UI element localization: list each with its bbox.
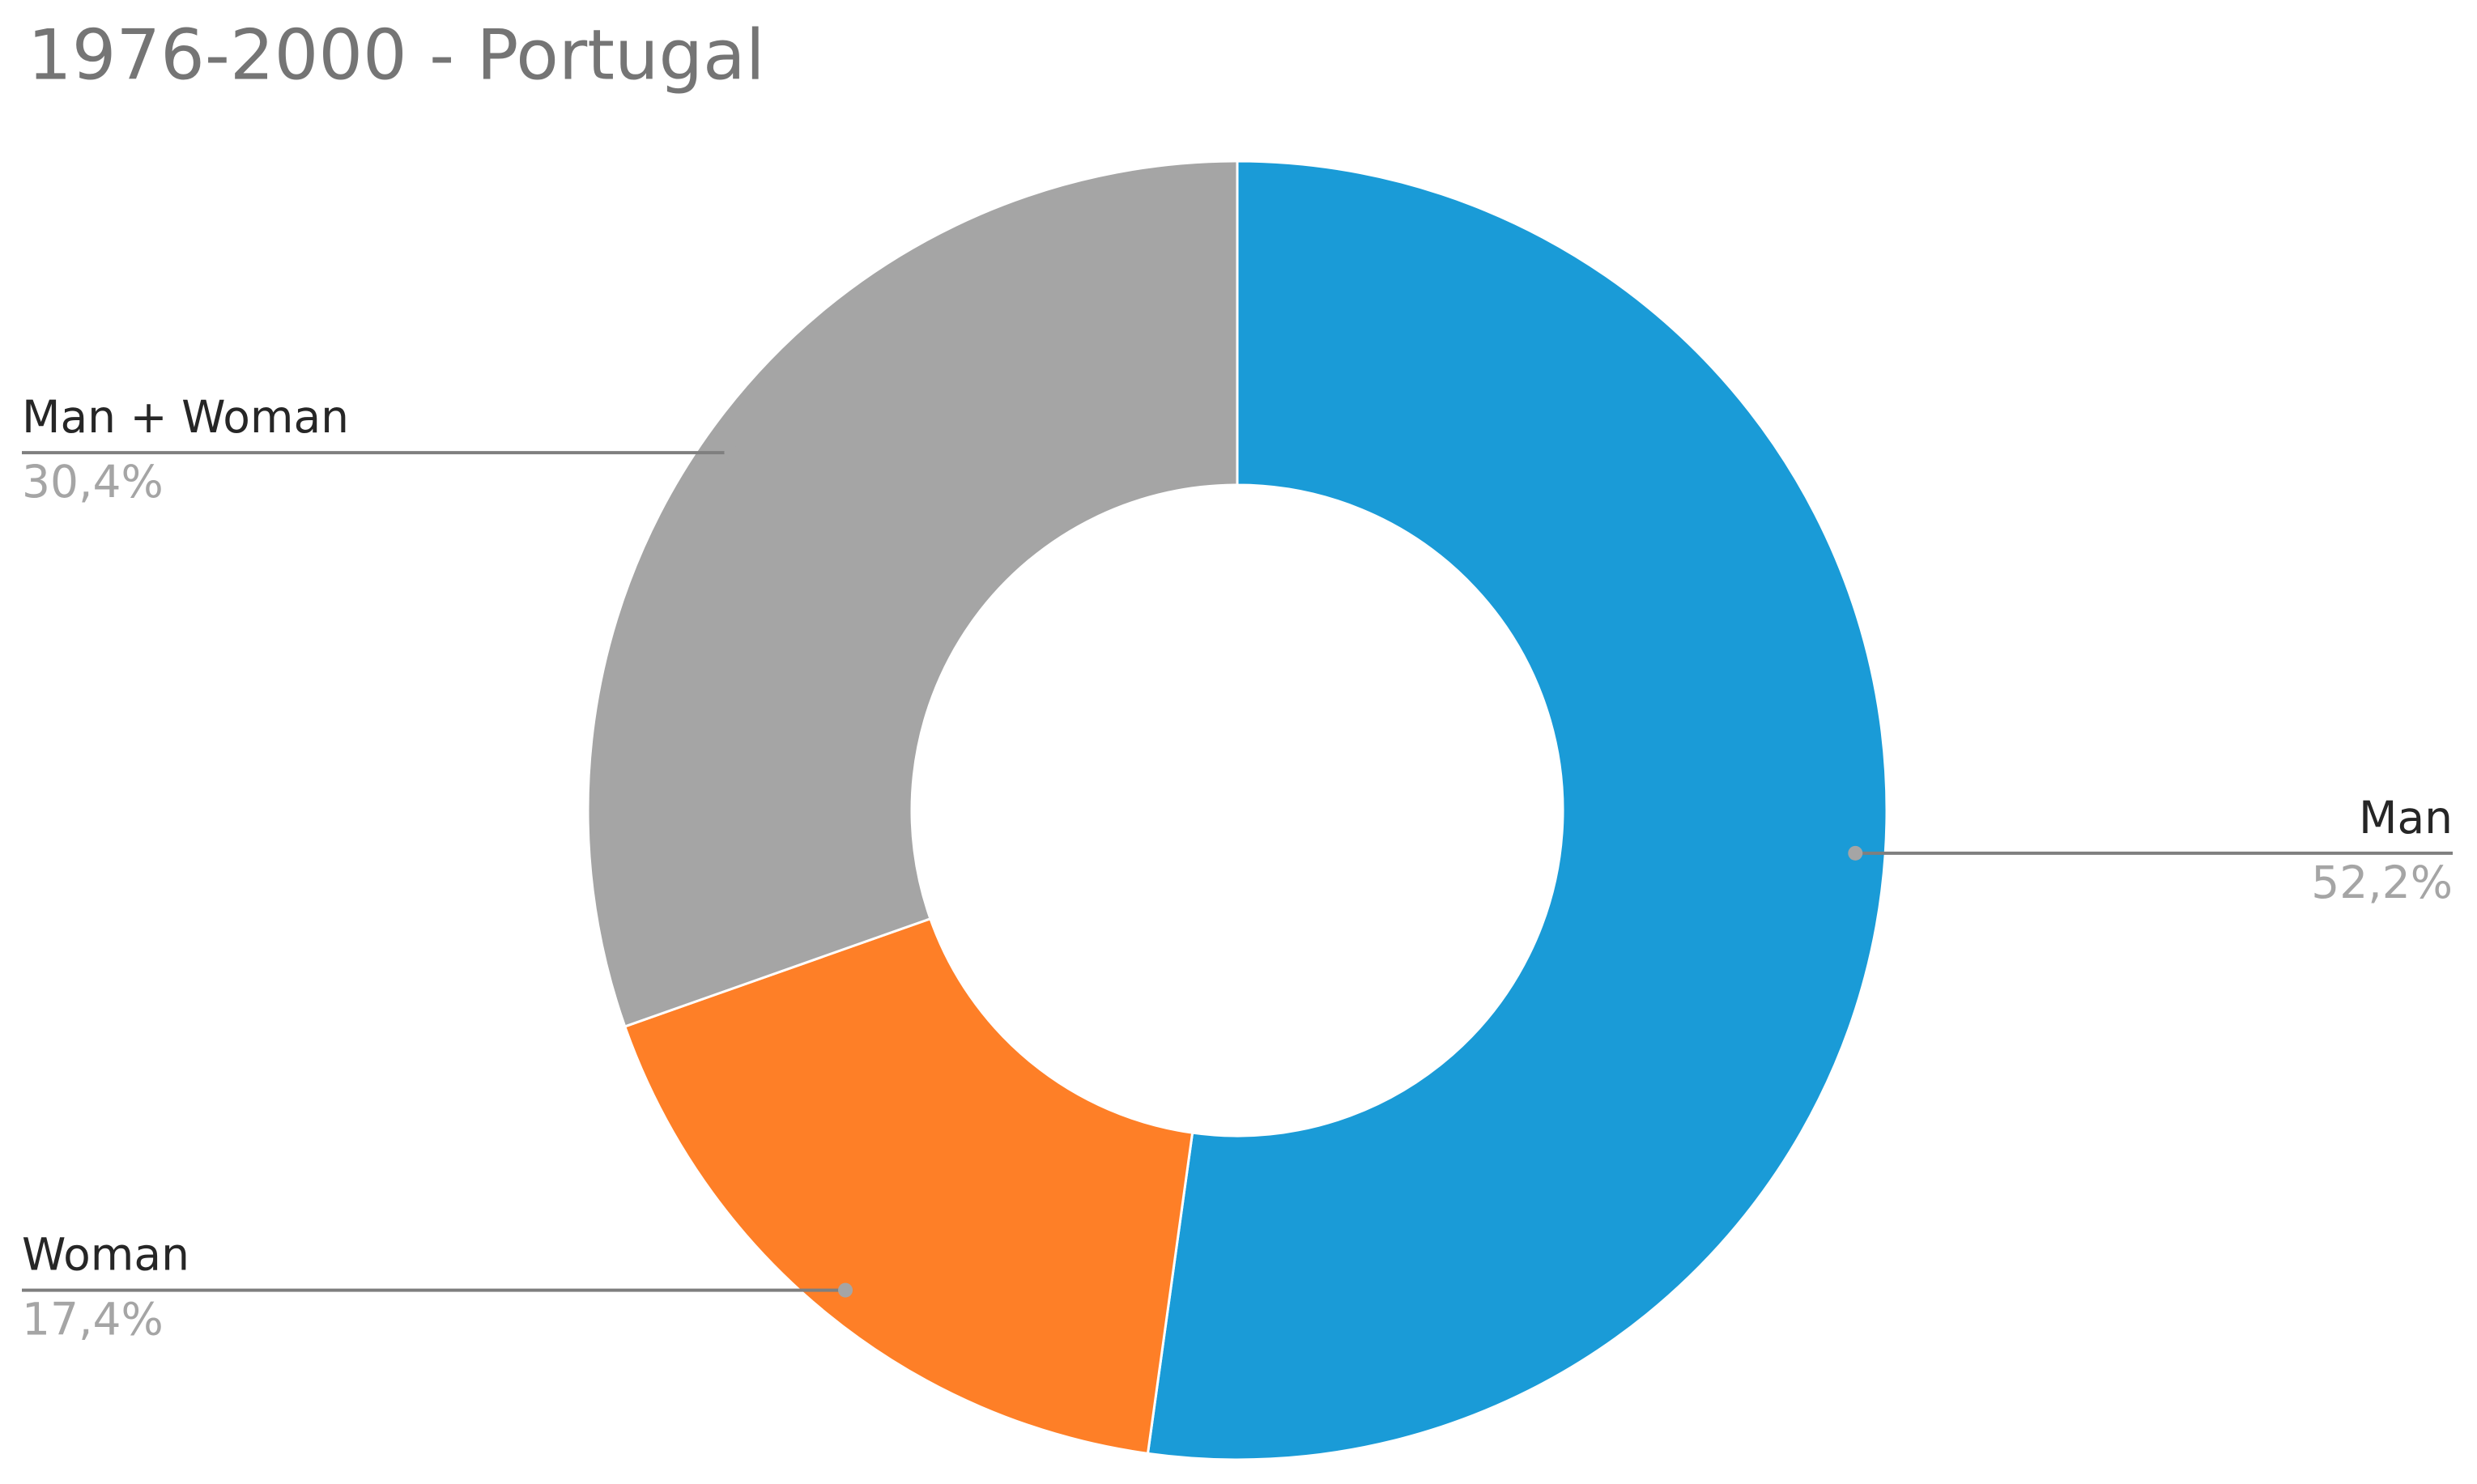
slice-value-label: 52,2% bbox=[2311, 857, 2453, 908]
leader-dot bbox=[724, 445, 739, 461]
leader-dot bbox=[1848, 845, 1863, 861]
slice-label: Man + Woman bbox=[22, 391, 349, 443]
donut-slice bbox=[623, 916, 1194, 1456]
chart-title: 1976-2000 - Portugal bbox=[28, 15, 765, 96]
slice-value-label: 17,4% bbox=[22, 1294, 164, 1346]
donut-slice bbox=[1146, 159, 1888, 1461]
slice-label: Woman bbox=[22, 1229, 189, 1281]
slice-label: Man bbox=[2359, 792, 2453, 844]
donut-slice bbox=[586, 159, 1239, 1028]
slice-value-label: 30,4% bbox=[22, 456, 164, 508]
leader-dot bbox=[838, 1282, 853, 1298]
